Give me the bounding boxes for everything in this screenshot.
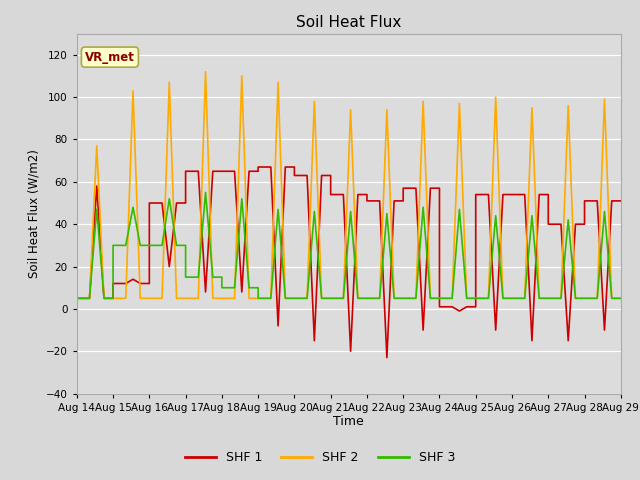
SHF 1: [383, 355, 391, 360]
Line: SHF 1: SHF 1: [77, 167, 621, 358]
SHF 3: [73, 295, 81, 301]
SHF 2: [564, 103, 572, 108]
Y-axis label: Soil Heat Flux (W/m2): Soil Heat Flux (W/m2): [28, 149, 40, 278]
SHF 3: [508, 295, 516, 301]
SHF 1: [499, 192, 507, 197]
SHF 1: [572, 221, 579, 227]
SHF 3: [508, 295, 516, 301]
SHF 1: [535, 192, 543, 197]
SHF 3: [122, 242, 129, 248]
SHF 2: [202, 69, 209, 74]
SHF 2: [617, 295, 625, 301]
SHF 1: [122, 281, 129, 287]
SHF 2: [508, 295, 516, 301]
SHF 3: [492, 213, 500, 218]
Title: Soil Heat Flux: Soil Heat Flux: [296, 15, 401, 30]
SHF 1: [521, 192, 529, 197]
SHF 1: [617, 198, 625, 204]
SHF 2: [122, 295, 129, 301]
SHF 2: [508, 295, 516, 301]
Text: VR_met: VR_met: [85, 50, 135, 63]
SHF 2: [73, 295, 81, 301]
SHF 1: [508, 192, 516, 197]
SHF 2: [492, 94, 500, 100]
SHF 3: [202, 190, 209, 195]
Legend: SHF 1, SHF 2, SHF 3: SHF 1, SHF 2, SHF 3: [180, 446, 460, 469]
SHF 3: [528, 213, 536, 218]
X-axis label: Time: Time: [333, 415, 364, 429]
SHF 3: [564, 217, 572, 223]
SHF 1: [73, 295, 81, 301]
Line: SHF 3: SHF 3: [77, 192, 621, 298]
SHF 3: [617, 295, 625, 301]
SHF 1: [254, 164, 262, 170]
SHF 2: [528, 105, 536, 110]
Line: SHF 2: SHF 2: [77, 72, 621, 298]
